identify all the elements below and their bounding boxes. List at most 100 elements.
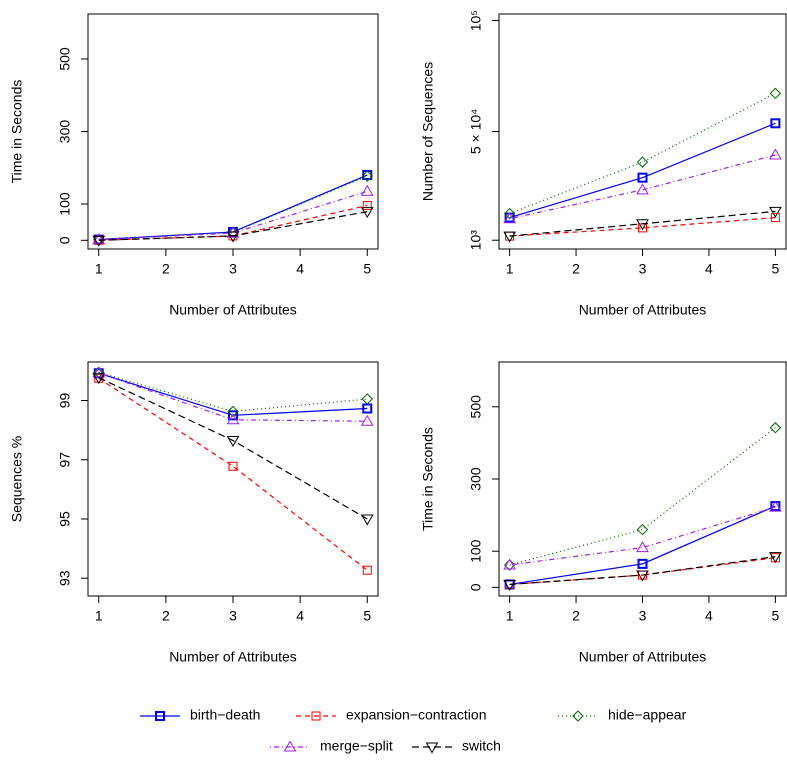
series-line [98, 371, 368, 413]
data-point [770, 118, 781, 129]
data-point [93, 233, 105, 245]
data-point [636, 523, 649, 536]
legend-label: birth−death [190, 707, 260, 723]
x-tick-label: 1 [95, 261, 103, 277]
series-line [509, 556, 776, 586]
data-point [92, 366, 106, 378]
y-tick-label: 300 [57, 120, 73, 144]
data-point [503, 558, 516, 570]
series-line [509, 216, 776, 237]
series-line [509, 427, 776, 566]
data-point [226, 435, 240, 447]
data-point [769, 500, 782, 512]
y-tick-label: 99 [57, 393, 73, 409]
x-tick-label: 5 [363, 261, 371, 277]
data-point [226, 413, 240, 425]
data-point [637, 558, 648, 569]
legend-label: switch [462, 738, 501, 754]
legend-marker [283, 740, 297, 752]
y-tick-label: 500 [57, 47, 73, 71]
y-tick-label: 0 [57, 236, 73, 244]
legend-marker [425, 742, 439, 754]
data-point [503, 559, 516, 571]
data-point [636, 156, 649, 168]
data-point [226, 231, 240, 243]
x-tick-label: 5 [771, 608, 779, 624]
y-tick-label: 0 [468, 583, 484, 591]
series-line [509, 505, 776, 586]
x-tick-label: 4 [705, 608, 713, 624]
legend-marker [155, 711, 165, 721]
data-point [503, 231, 516, 243]
series-line [98, 204, 368, 241]
data-point [360, 514, 374, 526]
data-point [362, 565, 372, 575]
data-point [769, 148, 782, 160]
y-tick-label: 95 [57, 511, 73, 527]
y-axis-title: Time in Seconds [420, 427, 436, 531]
data-point [360, 184, 374, 196]
y-axis-title: Number of Sequences [420, 62, 436, 201]
data-point [227, 405, 239, 418]
x-tick-label: 3 [229, 608, 237, 624]
series-line [509, 154, 776, 220]
series-line [98, 190, 368, 241]
x-tick-label: 4 [296, 261, 304, 277]
series-line [509, 506, 776, 566]
data-point [92, 235, 106, 247]
data-point [228, 410, 238, 421]
y-axis-title: Sequences % [9, 436, 25, 522]
y-tick-label: 100 [468, 539, 484, 563]
x-tick-label: 2 [572, 261, 580, 277]
legend-label: merge−split [320, 738, 393, 754]
plot-box [87, 13, 379, 250]
x-tick-label: 2 [162, 608, 170, 624]
y-tick-label: 500 [468, 395, 484, 419]
x-tick-label: 5 [771, 261, 779, 277]
legend-label: hide−appear [608, 707, 687, 723]
data-point [361, 393, 373, 405]
y-tick-label: 97 [57, 452, 73, 468]
x-axis-title: Number of Attributes [579, 649, 707, 665]
x-tick-label: 1 [506, 261, 514, 277]
legend-marker [572, 710, 584, 722]
series-line [509, 92, 776, 215]
x-tick-label: 4 [705, 261, 713, 277]
x-axis-title: Number of Attributes [169, 649, 297, 665]
legend-label: expansion−contraction [346, 707, 487, 723]
series-line [98, 372, 368, 416]
y-tick-label: 10⁵ [468, 10, 484, 31]
data-point [503, 579, 516, 591]
x-tick-label: 4 [296, 608, 304, 624]
data-point [769, 552, 782, 564]
x-tick-label: 2 [162, 261, 170, 277]
legend-marker [311, 711, 321, 721]
x-tick-label: 1 [95, 608, 103, 624]
y-tick-label: 100 [57, 192, 73, 216]
x-tick-label: 3 [229, 261, 237, 277]
data-point [636, 183, 649, 195]
data-point [92, 373, 106, 385]
series-line [98, 175, 368, 240]
x-tick-label: 5 [363, 608, 371, 624]
x-tick-label: 2 [572, 608, 580, 624]
data-point [361, 170, 373, 182]
data-point [636, 570, 649, 582]
x-tick-label: 3 [639, 261, 647, 277]
data-point [770, 213, 780, 223]
series-line [98, 377, 368, 571]
x-tick-label: 3 [639, 608, 647, 624]
x-axis-title: Number of Attributes [169, 302, 297, 318]
x-tick-label: 1 [506, 608, 514, 624]
y-tick-label: 5 × 10⁴ [468, 109, 484, 154]
data-point [362, 200, 372, 210]
data-point [360, 207, 374, 219]
data-point [636, 541, 649, 553]
data-point [769, 206, 782, 218]
data-point [228, 461, 238, 471]
series-line [98, 377, 368, 520]
data-point [92, 233, 106, 245]
y-axis-title: Time in Seconds [9, 80, 25, 184]
